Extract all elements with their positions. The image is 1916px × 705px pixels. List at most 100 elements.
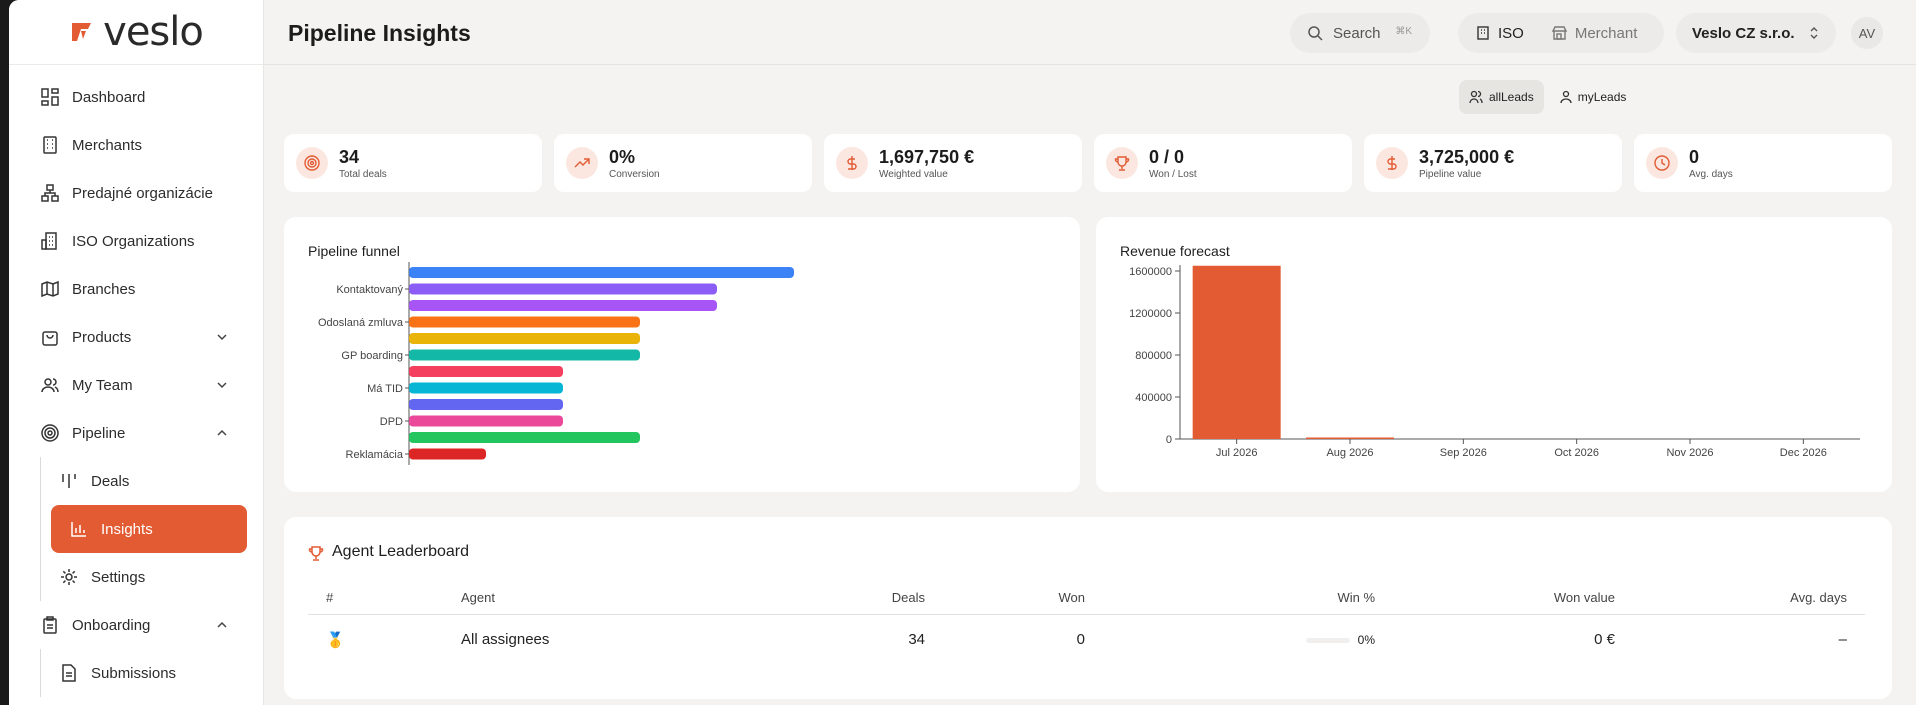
sidebar-item-onboarding[interactable]: Onboarding — [9, 601, 263, 649]
dollar-icon — [836, 147, 868, 179]
search-label: Search — [1333, 24, 1381, 42]
win-progress-bar — [1305, 638, 1350, 644]
kpi-pipeline-value: 3,725,000 € Pipeline value — [1364, 134, 1622, 192]
col-agent[interactable]: Agent — [443, 582, 813, 615]
sidebar-item-insights[interactable]: Insights — [51, 505, 247, 553]
dashboard-icon — [40, 87, 60, 107]
x-tick-label: Jul 2026 — [1216, 447, 1258, 459]
kpi-weighted-value: 1,697,750 € Weighted value — [824, 134, 1082, 192]
organization-select[interactable]: Veslo CZ s.r.o. — [1676, 13, 1836, 53]
brand-name: veslo — [103, 9, 204, 55]
chevron-up-icon[interactable] — [214, 425, 230, 441]
leaderboard-title: Agent Leaderboard — [332, 543, 469, 560]
all-leads-button[interactable]: allLeads — [1459, 80, 1544, 114]
y-tick-label: 1600000 — [1129, 266, 1172, 278]
building-icon — [1477, 26, 1489, 40]
leaderboard-table: # Agent Deals Won Win % Won value Avg. d… — [308, 582, 1865, 665]
sidebar-item-predajne-organizacie[interactable]: Predajné organizácie — [9, 169, 263, 217]
organization-name: Veslo CZ s.r.o. — [1692, 24, 1795, 42]
col-rank[interactable]: # — [308, 582, 443, 615]
y-tick-label: 0 — [1166, 434, 1172, 446]
kpi-label: Conversion — [609, 168, 660, 180]
kpi-value: 0% — [609, 146, 636, 167]
col-avg-days[interactable]: Avg. days — [1633, 582, 1865, 615]
sidebar-item-branches[interactable]: Branches — [9, 265, 263, 313]
user-icon — [1560, 90, 1572, 104]
funnel-tick-label: GP boarding — [341, 350, 403, 362]
sidebar: veslo Dashboard Merchants Predajné organ… — [9, 0, 264, 705]
onboarding-submenu: Submissions — [40, 649, 263, 697]
kpi-value: 0 / 0 — [1149, 146, 1185, 167]
col-won-value[interactable]: Won value — [1393, 582, 1633, 615]
forecast-chart: 0 400000 800000 1200000 1600000 Jul 2026 Aug 2… — [1129, 265, 1860, 459]
kpi-label: Total deals — [339, 168, 387, 180]
funnel-bar — [409, 333, 640, 344]
col-win-pct[interactable]: Win % — [1103, 582, 1393, 615]
y-tick-label: 800000 — [1135, 350, 1172, 362]
chevron-down-icon[interactable] — [214, 377, 230, 393]
avatar[interactable]: AV — [1851, 17, 1883, 49]
kpi-conversion: 0% Conversion — [554, 134, 812, 192]
search-button[interactable]: Search ⌘K — [1290, 13, 1430, 53]
sidebar-item-label: Submissions — [91, 664, 177, 682]
logo[interactable]: veslo — [9, 0, 263, 65]
cell-avg-days: – — [1838, 631, 1847, 649]
sidebar-item-deals[interactable]: Deals — [41, 457, 263, 505]
cell-win-pct: 0% — [1103, 614, 1393, 665]
funnel-bar — [409, 415, 563, 427]
funnel-bar — [409, 366, 563, 377]
kpi-row: 34 Total deals 0% Conversion 1,697,750 € We… — [284, 134, 1892, 192]
sidebar-item-dashboard[interactable]: Dashboard — [9, 73, 263, 121]
sidebar-item-label: Products — [72, 328, 132, 346]
sidebar-item-label: Predajné organizácie — [72, 184, 213, 202]
dollar-icon — [1376, 147, 1408, 179]
funnel-tick-label: DPD — [380, 416, 403, 428]
sidebar-item-submissions[interactable]: Submissions — [41, 649, 263, 697]
my-leads-button[interactable]: myLeads — [1550, 80, 1637, 114]
leaderboard-card: Agent Leaderboard # Agent Deals Won Win … — [284, 517, 1892, 699]
gear-icon — [59, 567, 79, 587]
funnel-bar — [409, 283, 717, 295]
kpi-value: 1,697,750 € — [879, 146, 975, 167]
building-icon — [40, 135, 60, 155]
page-title: Pipeline Insights — [288, 20, 471, 46]
funnel-tick-label: Reklamácia — [346, 449, 404, 461]
col-deals[interactable]: Deals — [813, 582, 943, 615]
sidebar-item-merchants[interactable]: Merchants — [9, 121, 263, 169]
y-tick-label: 400000 — [1135, 392, 1172, 404]
sidebar-item-label: Deals — [91, 472, 130, 490]
pipeline-submenu: Deals Insights Settings — [40, 457, 263, 601]
x-tick-label: Oct 2026 — [1554, 447, 1599, 459]
sidebar-item-label: Onboarding — [72, 616, 151, 634]
sidebar-item-my-team[interactable]: My Team — [9, 361, 263, 409]
leads-toggle: allLeads myLeads — [1459, 80, 1636, 114]
chevron-up-icon[interactable] — [214, 617, 230, 633]
org-tree-icon — [40, 183, 60, 203]
bar-chart-icon — [69, 519, 89, 539]
chevron-down-icon[interactable] — [214, 329, 230, 345]
trend-up-icon — [566, 147, 598, 179]
funnel-bar — [409, 300, 717, 311]
all-leads-label: allLeads — [1489, 90, 1534, 104]
table-row[interactable]: 🥇 All assignees 34 0 0% 0 € – — [308, 614, 1865, 665]
funnel-bar — [409, 267, 794, 278]
sidebar-item-iso-organizations[interactable]: ISO Organizations — [9, 217, 263, 265]
scope-iso-button[interactable]: ISO — [1462, 17, 1538, 49]
top-bar: Pipeline Insights Search ⌘K ISO Merchant… — [264, 0, 1916, 65]
scope-merchant-button[interactable]: Merchant — [1538, 17, 1652, 49]
kpi-won-lost: 0 / 0 Won / Lost — [1094, 134, 1352, 192]
x-tick-label: Dec 2026 — [1780, 447, 1827, 459]
col-won[interactable]: Won — [943, 582, 1103, 615]
sidebar-item-label: Pipeline — [72, 424, 126, 442]
sidebar-item-products[interactable]: Products — [9, 313, 263, 361]
kpi-label: Weighted value — [879, 168, 948, 180]
my-leads-label: myLeads — [1577, 90, 1627, 104]
y-tick-label: 1200000 — [1129, 308, 1172, 320]
sidebar-item-settings[interactable]: Settings — [41, 553, 263, 601]
kpi-label: Pipeline value — [1419, 168, 1482, 180]
sidebar-item-pipeline[interactable]: Pipeline — [9, 409, 263, 457]
funnel-bar — [409, 349, 640, 361]
funnel-tick-label: Odoslaná zmluva — [318, 317, 404, 329]
kpi-value: 34 — [339, 146, 360, 167]
funnel-tick-label: Má TID — [367, 383, 403, 395]
